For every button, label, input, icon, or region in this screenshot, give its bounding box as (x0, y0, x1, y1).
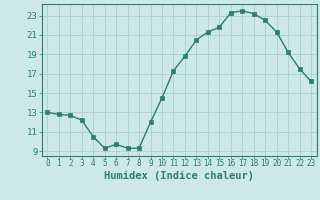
X-axis label: Humidex (Indice chaleur): Humidex (Indice chaleur) (104, 171, 254, 181)
